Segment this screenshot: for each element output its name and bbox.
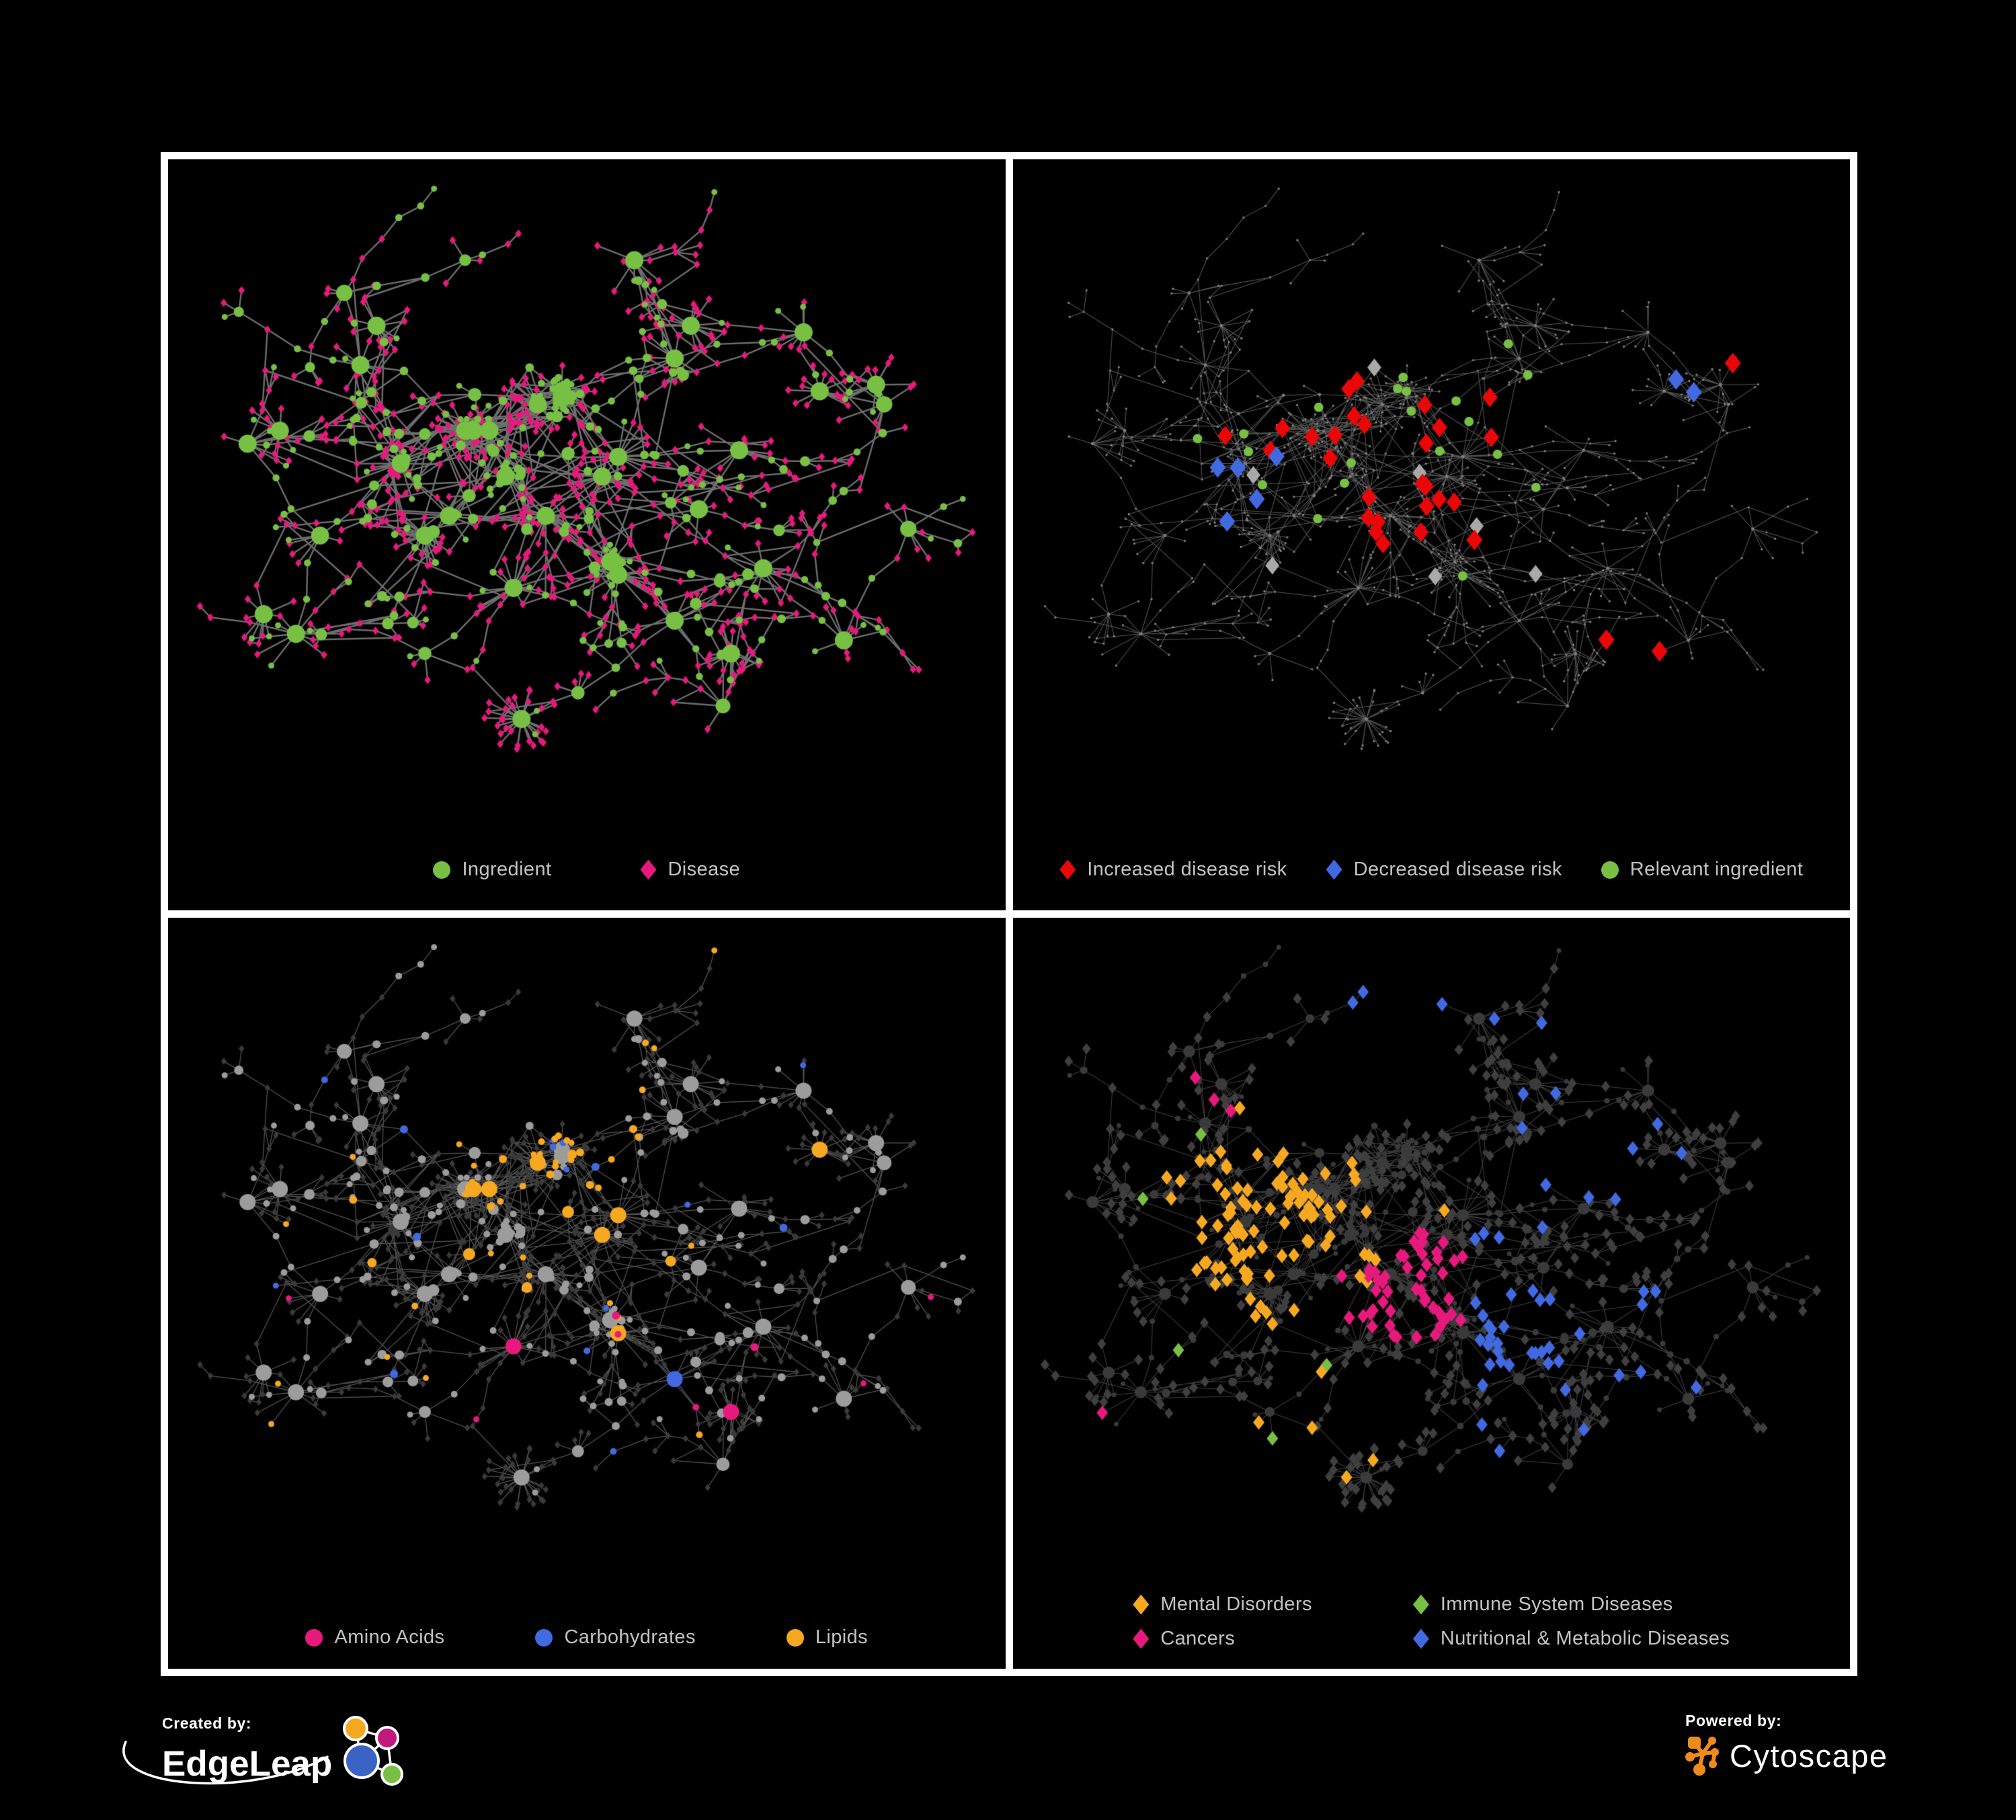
pink-diamond-marker: [640, 859, 657, 880]
green-diamond-marker: [1412, 1594, 1429, 1615]
legend-item-relevant-ingredient: Relevant ingredient: [1601, 859, 1803, 881]
legend-item-cancers: Cancers: [1133, 1628, 1312, 1650]
network-canvas-disease-risk: [1012, 159, 1850, 910]
panel-nutrient-class-network: Amino Acids Carbohydrates Lipids: [168, 918, 1006, 1669]
legend-label: Carbohydrates: [564, 1626, 696, 1648]
legend-label: Nutritional & Metabolic Diseases: [1440, 1628, 1730, 1649]
legend-label: Mental Disorders: [1160, 1593, 1312, 1615]
legend-label: Disease: [668, 859, 741, 880]
legend-label: Ingredient: [462, 859, 552, 880]
legend-item-amino-acids: Amino Acids: [305, 1626, 444, 1649]
legend-label: Relevant ingredient: [1629, 859, 1804, 880]
pink-circle-marker: [305, 1628, 323, 1647]
blue-circle-marker: [535, 1628, 553, 1647]
orange-diamond-marker: [1133, 1594, 1150, 1615]
legend-label: Decreased disease risk: [1353, 859, 1562, 880]
legend-item-immune-system-diseases: Immune System Diseases: [1412, 1593, 1730, 1616]
edgeleap-wordmark: EdgeLeap: [162, 1743, 333, 1784]
legend-label: Amino Acids: [334, 1626, 445, 1648]
cytoscape-branding: Powered by: Cytoscape: [1685, 1712, 1888, 1777]
legend-disease-risk: Increased disease risk Decreased disease…: [1013, 859, 1851, 881]
legend-label: Immune System Diseases: [1440, 1593, 1673, 1615]
blue-diamond-marker: [1412, 1628, 1429, 1649]
legend-nutrient-classes: Amino Acids Carbohydrates Lipids: [168, 1626, 1006, 1649]
cytoscape-logo-icon: [1685, 1737, 1719, 1776]
network-canvas-ingredient-disease: [168, 159, 1006, 910]
edgeleap-branding: Created by: EdgeLeap: [122, 1714, 406, 1792]
legend-label: Cancers: [1160, 1628, 1236, 1649]
created-by-label: Created by:: [162, 1714, 252, 1732]
panel-disease-category-network: Mental Disorders Immune System Diseases …: [1012, 918, 1851, 1669]
green-circle-marker: [1601, 861, 1619, 879]
edgeleap-logo-icon: [343, 1716, 404, 1786]
legend-item-mental-disorders: Mental Disorders: [1133, 1593, 1312, 1616]
cytoscape-wordmark: Cytoscape: [1730, 1737, 1888, 1774]
legend-label: Increased disease risk: [1087, 859, 1287, 880]
red-diamond-marker: [1059, 859, 1076, 880]
legend-item-nutritional-metabolic-diseases: Nutritional & Metabolic Diseases: [1412, 1628, 1730, 1650]
panel-disease-risk-network: Increased disease risk Decreased disease…: [1012, 159, 1851, 910]
orange-circle-marker: [786, 1628, 804, 1647]
green-circle-marker: [433, 861, 451, 879]
legend-label: Lipids: [815, 1626, 869, 1648]
legend-item-disease: Disease: [640, 859, 740, 881]
legend-item-ingredient: Ingredient: [433, 859, 551, 881]
figure-grid: Ingredient Disease Increased disease ris…: [161, 152, 1857, 1676]
network-canvas-nutrient-classes: [168, 918, 1006, 1669]
pink-diamond-marker: [1133, 1628, 1150, 1649]
legend-disease-categories: Mental Disorders Immune System Diseases …: [1013, 1593, 1851, 1650]
legend-item-decreased-risk: Decreased disease risk: [1326, 859, 1562, 881]
powered-by-label: Powered by:: [1685, 1712, 1782, 1729]
blue-diamond-marker: [1326, 859, 1342, 880]
panel-ingredient-disease-network: Ingredient Disease: [168, 159, 1006, 910]
legend-item-increased-risk: Increased disease risk: [1059, 859, 1287, 881]
legend-item-carbohydrates: Carbohydrates: [535, 1626, 695, 1649]
legend-item-lipids: Lipids: [786, 1626, 869, 1649]
legend-ingredient-disease: Ingredient Disease: [168, 859, 1006, 881]
network-canvas-disease-categories: [1012, 918, 1850, 1669]
